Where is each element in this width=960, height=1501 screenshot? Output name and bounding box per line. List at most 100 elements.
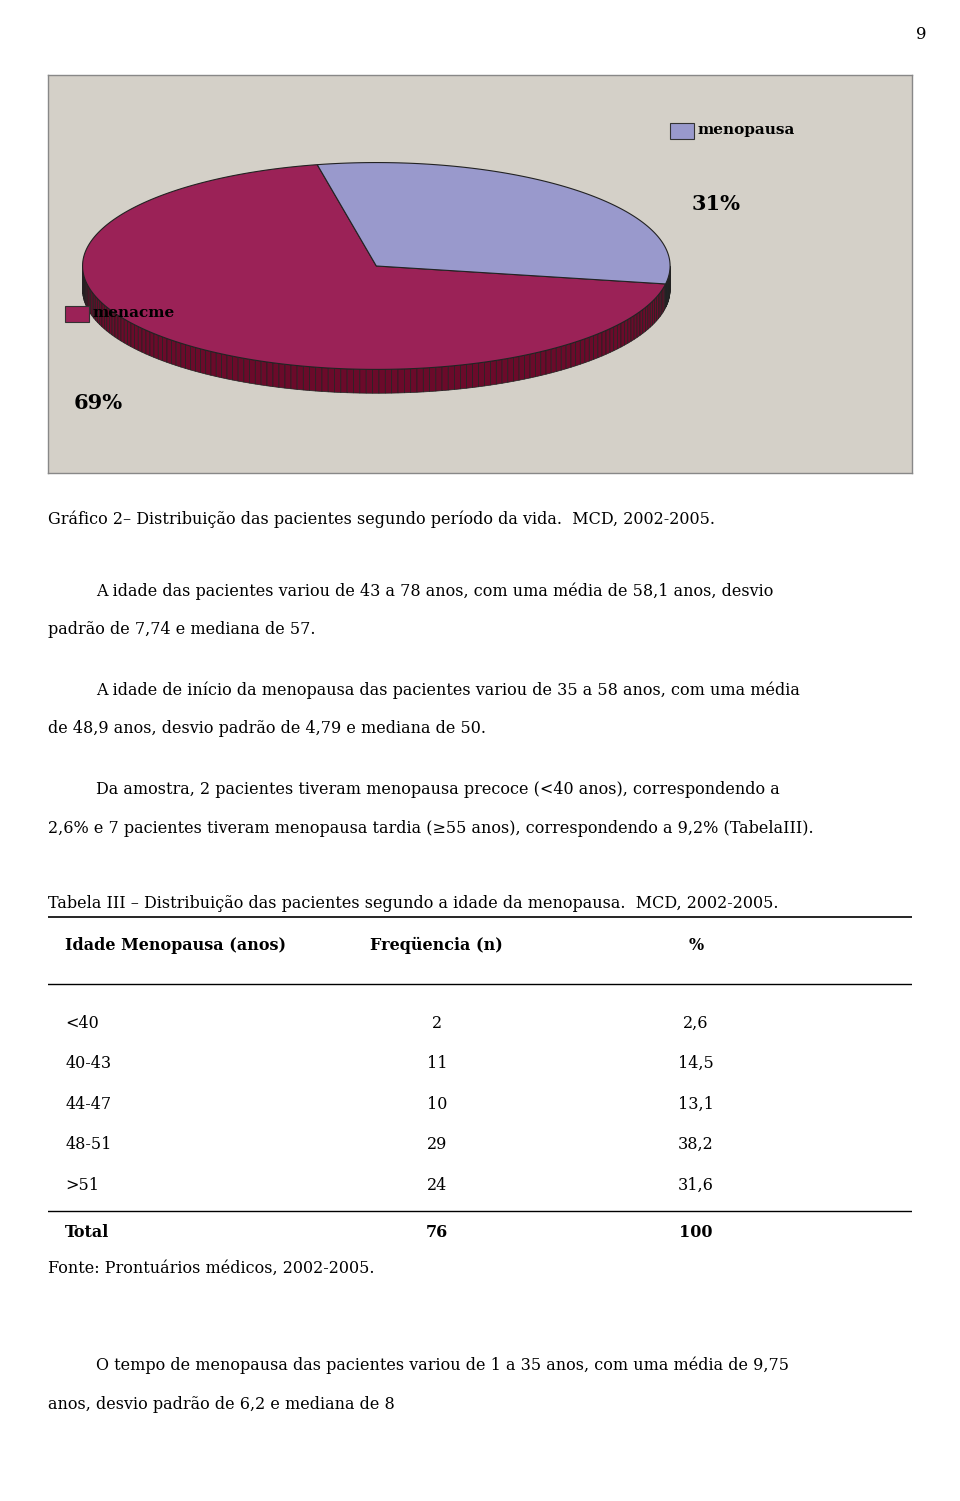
Polygon shape xyxy=(530,353,536,378)
Polygon shape xyxy=(88,285,89,312)
Polygon shape xyxy=(273,363,279,387)
Polygon shape xyxy=(643,308,645,333)
Polygon shape xyxy=(90,290,92,317)
Text: 69%: 69% xyxy=(74,393,123,413)
Text: Fonte: Prontuários médicos, 2002-2005.: Fonte: Prontuários médicos, 2002-2005. xyxy=(48,1259,374,1276)
Text: <40: <40 xyxy=(65,1015,99,1031)
Polygon shape xyxy=(167,339,172,363)
Polygon shape xyxy=(115,314,118,339)
Polygon shape xyxy=(316,368,322,392)
Polygon shape xyxy=(659,293,660,318)
Polygon shape xyxy=(131,323,134,348)
Text: Tabela III – Distribuição das pacientes segundo a idade da menopausa.  MCD, 2002: Tabela III – Distribuição das pacientes … xyxy=(48,895,779,911)
Text: Total: Total xyxy=(65,1225,109,1241)
Polygon shape xyxy=(96,297,98,323)
Polygon shape xyxy=(536,351,540,377)
Polygon shape xyxy=(366,369,372,393)
Polygon shape xyxy=(385,369,392,393)
Polygon shape xyxy=(334,368,341,392)
Polygon shape xyxy=(467,363,472,389)
Polygon shape xyxy=(118,315,121,341)
Text: 9: 9 xyxy=(916,26,926,42)
Polygon shape xyxy=(648,303,650,329)
Polygon shape xyxy=(303,366,309,390)
Polygon shape xyxy=(540,350,546,375)
Polygon shape xyxy=(519,356,524,380)
Polygon shape xyxy=(602,330,606,356)
Polygon shape xyxy=(562,345,566,371)
Polygon shape xyxy=(150,332,154,357)
Polygon shape xyxy=(124,320,128,345)
Text: 10: 10 xyxy=(426,1096,447,1112)
Polygon shape xyxy=(211,351,216,377)
Polygon shape xyxy=(98,299,100,324)
Polygon shape xyxy=(624,320,628,345)
Text: menacme: menacme xyxy=(93,306,175,320)
Polygon shape xyxy=(442,366,448,390)
Text: 31%: 31% xyxy=(691,194,741,215)
Polygon shape xyxy=(238,357,244,383)
Text: Gráfico 2– Distribuição das pacientes segundo período da vida.  MCD, 2002-2005.: Gráfico 2– Distribuição das pacientes se… xyxy=(48,510,715,528)
Polygon shape xyxy=(664,284,665,311)
Polygon shape xyxy=(112,311,115,338)
Polygon shape xyxy=(105,305,107,332)
Polygon shape xyxy=(353,369,360,393)
Polygon shape xyxy=(142,329,146,354)
Polygon shape xyxy=(379,369,385,393)
Polygon shape xyxy=(657,294,659,321)
Polygon shape xyxy=(454,365,461,390)
Polygon shape xyxy=(92,293,94,318)
Polygon shape xyxy=(631,315,635,341)
Polygon shape xyxy=(502,359,508,383)
Text: de 48,9 anos, desvio padrão de 4,79 e mediana de 50.: de 48,9 anos, desvio padrão de 4,79 e me… xyxy=(48,720,486,737)
Polygon shape xyxy=(472,363,479,387)
Text: >51: >51 xyxy=(65,1177,99,1193)
Polygon shape xyxy=(348,369,353,393)
Polygon shape xyxy=(100,300,102,327)
Polygon shape xyxy=(593,333,598,359)
Polygon shape xyxy=(663,287,664,312)
Polygon shape xyxy=(94,294,96,321)
Polygon shape xyxy=(162,336,167,362)
Polygon shape xyxy=(128,321,131,347)
Polygon shape xyxy=(121,317,124,342)
Polygon shape xyxy=(83,165,665,369)
Polygon shape xyxy=(392,369,398,393)
Polygon shape xyxy=(580,339,585,365)
Text: 48-51: 48-51 xyxy=(65,1136,111,1153)
Polygon shape xyxy=(589,336,593,362)
Polygon shape xyxy=(146,330,150,356)
Polygon shape xyxy=(598,332,602,357)
Polygon shape xyxy=(485,362,491,386)
Text: O tempo de menopausa das pacientes variou de 1 a 35 anos, com uma média de 9,75: O tempo de menopausa das pacientes vario… xyxy=(96,1357,789,1375)
Polygon shape xyxy=(176,342,180,368)
Polygon shape xyxy=(640,309,643,335)
Text: 14,5: 14,5 xyxy=(678,1055,714,1072)
Text: 40-43: 40-43 xyxy=(65,1055,111,1072)
Polygon shape xyxy=(158,335,162,360)
Polygon shape xyxy=(551,348,556,372)
Polygon shape xyxy=(244,359,250,383)
Text: Da amostra, 2 pacientes tiveram menopausa precoce (<40 anos), correspondendo a: Da amostra, 2 pacientes tiveram menopaus… xyxy=(96,781,780,797)
Polygon shape xyxy=(610,327,613,353)
Polygon shape xyxy=(216,353,222,378)
Polygon shape xyxy=(232,356,238,381)
Polygon shape xyxy=(85,281,86,308)
Text: 100: 100 xyxy=(680,1225,712,1241)
Polygon shape xyxy=(250,359,255,384)
Text: Idade Menopausa (anos): Idade Menopausa (anos) xyxy=(65,937,286,955)
Polygon shape xyxy=(298,366,303,390)
Polygon shape xyxy=(154,333,158,359)
Polygon shape xyxy=(205,350,211,375)
Text: 11: 11 xyxy=(426,1055,447,1072)
Text: Freqüencia (n): Freqüencia (n) xyxy=(371,937,503,955)
Polygon shape xyxy=(496,359,502,384)
Polygon shape xyxy=(228,356,232,380)
Polygon shape xyxy=(585,338,589,363)
Polygon shape xyxy=(436,366,442,392)
Polygon shape xyxy=(660,291,661,317)
Polygon shape xyxy=(417,368,423,392)
Polygon shape xyxy=(134,324,138,350)
Polygon shape xyxy=(267,362,273,387)
Polygon shape xyxy=(628,318,631,344)
